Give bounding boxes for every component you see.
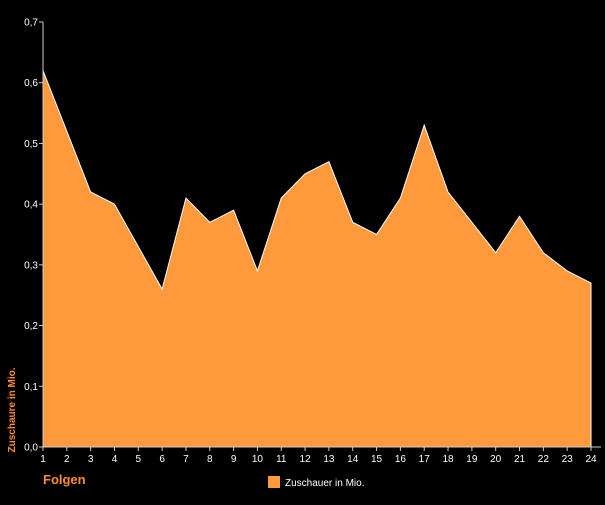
x-axis-label: Folgen bbox=[43, 472, 86, 487]
x-tick-label: 8 bbox=[207, 454, 213, 465]
x-tick-label: 15 bbox=[371, 454, 383, 465]
y-tick-label: 0,5 bbox=[24, 139, 38, 150]
x-tick-label: 14 bbox=[347, 454, 359, 465]
x-tick-label: 20 bbox=[490, 454, 502, 465]
y-tick-label: 0,6 bbox=[24, 78, 38, 89]
x-tick-label: 11 bbox=[276, 454, 287, 465]
y-tick-label: 0,2 bbox=[24, 321, 38, 332]
x-tick-label: 21 bbox=[514, 454, 526, 465]
y-tick-label: 0,0 bbox=[24, 443, 38, 454]
area bbox=[42, 70, 592, 448]
y-axis-label: Zuschaure in Mio. bbox=[7, 367, 18, 452]
x-tick-label: 6 bbox=[159, 454, 165, 465]
y-tick-label: 0,4 bbox=[24, 200, 38, 211]
y-tick-label: 0,1 bbox=[24, 382, 38, 393]
x-tick-label: 2 bbox=[64, 454, 70, 465]
x-tick-label: 22 bbox=[538, 454, 550, 465]
x-tick-label: 5 bbox=[136, 454, 142, 465]
x-tick-label: 18 bbox=[442, 454, 454, 465]
x-tick-label: 12 bbox=[300, 454, 312, 465]
x-tick-label: 9 bbox=[231, 454, 237, 465]
legend-swatch bbox=[268, 476, 280, 488]
x-tick-label: 17 bbox=[419, 454, 431, 465]
legend-label: Zuschauer in Mio. bbox=[285, 478, 364, 489]
x-tick-label: 3 bbox=[88, 454, 94, 465]
y-tick-label: 0,3 bbox=[24, 260, 38, 271]
x-tick-label: 24 bbox=[585, 454, 597, 465]
x-tick-label: 13 bbox=[323, 454, 335, 465]
x-tick-label: 4 bbox=[112, 454, 118, 465]
x-tick-label: 10 bbox=[252, 454, 264, 465]
x-tick-label: 7 bbox=[183, 454, 189, 465]
x-tick-label: 16 bbox=[395, 454, 407, 465]
y-tick-label: 0,7 bbox=[24, 18, 38, 29]
x-tick-label: 1 bbox=[40, 454, 46, 465]
x-tick-label: 23 bbox=[562, 454, 574, 465]
x-tick-label: 19 bbox=[466, 454, 478, 465]
